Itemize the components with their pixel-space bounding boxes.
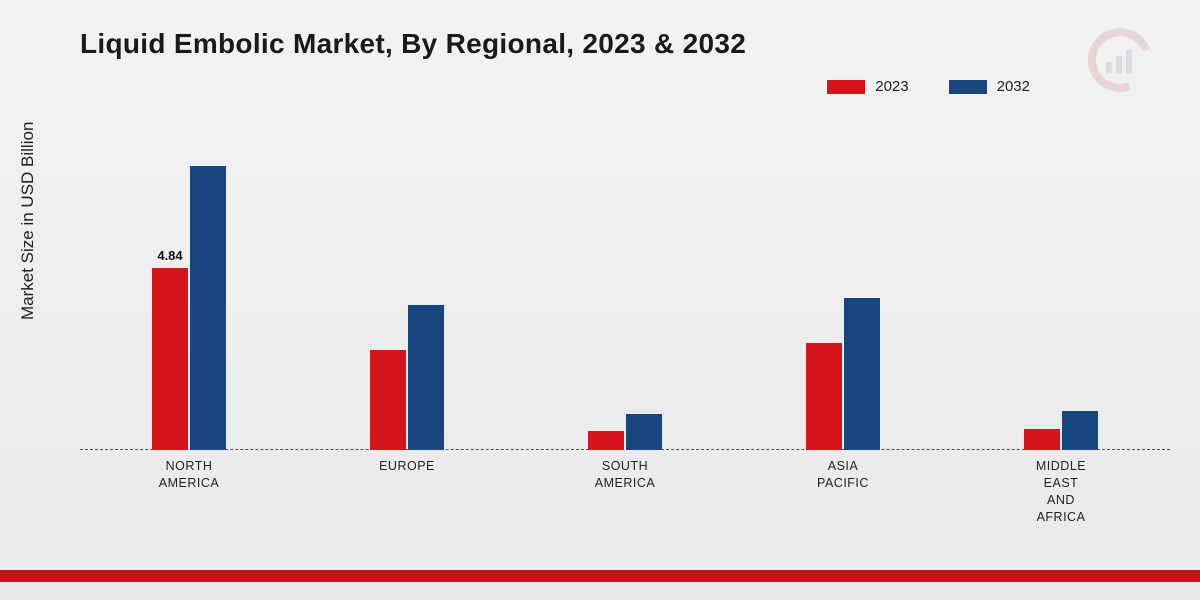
bar-europe-2032 [408,305,444,450]
group-europe [370,305,444,450]
y-axis-label: Market Size in USD Billion [18,122,38,320]
bar-north-america-2032 [190,166,226,450]
bar-asia-pacific-2023 [806,343,842,450]
group-south-america [588,414,662,450]
plot-area: 4.84 [80,130,1170,450]
bar-groups: 4.84 [80,130,1170,450]
x-axis-labels: NORTHAMERICA EUROPE SOUTHAMERICA ASIAPAC… [80,458,1170,526]
xlabel-north-america: NORTHAMERICA [129,458,249,526]
group-asia-pacific [806,298,880,451]
bar-south-america-2023 [588,431,624,450]
legend: 2023 2032 [827,78,1030,95]
xlabel-south-america: SOUTHAMERICA [565,458,685,526]
bar-europe-2023 [370,350,406,450]
footer-accent-bar [0,570,1200,582]
bar-mea-2023 [1024,429,1060,450]
legend-item-2023: 2023 [827,78,908,95]
bar-asia-pacific-2032 [844,298,880,451]
bar-south-america-2032 [626,414,662,450]
xlabel-asia-pacific: ASIAPACIFIC [783,458,903,526]
bar-mea-2032 [1062,411,1098,451]
chart-title: Liquid Embolic Market, By Regional, 2023… [80,28,746,60]
watermark-logo [1080,20,1160,100]
legend-swatch-2023 [827,80,865,94]
group-north-america: 4.84 [152,166,226,450]
xlabel-mea: MIDDLEEASTANDAFRICA [1001,458,1121,526]
xlabel-europe: EUROPE [347,458,467,526]
chart-container: Liquid Embolic Market, By Regional, 2023… [0,0,1200,600]
legend-swatch-2032 [949,80,987,94]
legend-label-2023: 2023 [875,78,908,95]
legend-label-2032: 2032 [997,78,1030,95]
bar-value-label: 4.84 [157,248,182,263]
group-mea [1024,411,1098,451]
bar-north-america-2023: 4.84 [152,268,188,450]
legend-item-2032: 2032 [949,78,1030,95]
